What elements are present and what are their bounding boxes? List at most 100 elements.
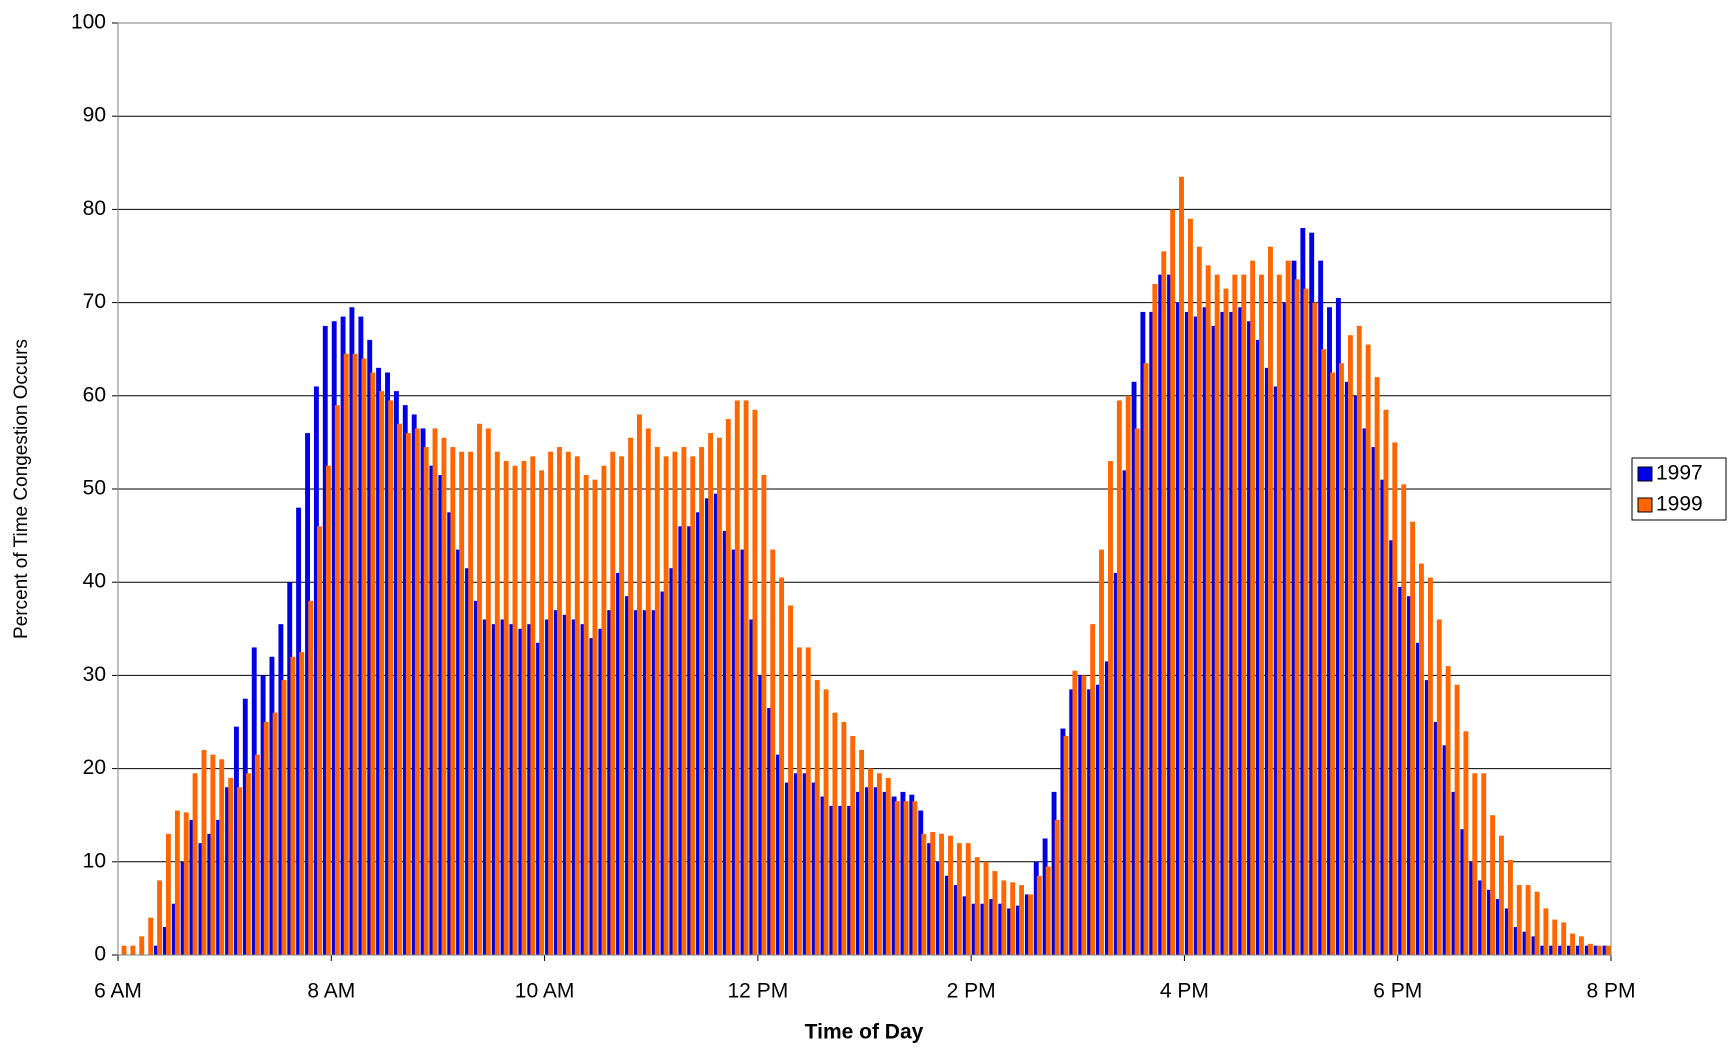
bar: [1078, 675, 1084, 955]
bar: [402, 405, 408, 955]
bar: [260, 675, 266, 955]
bar: [1490, 815, 1496, 955]
bar: [473, 600, 479, 955]
bar: [1587, 943, 1593, 955]
bar: [1113, 572, 1119, 955]
bar: [601, 465, 607, 955]
bar: [251, 647, 257, 955]
bar: [1268, 246, 1273, 955]
bar: [171, 903, 177, 955]
bar: [299, 652, 305, 955]
bar: [1125, 395, 1131, 955]
bar: [761, 475, 767, 955]
bar: [358, 316, 364, 956]
bar: [361, 358, 367, 955]
bar: [788, 605, 793, 955]
y-tick-label: 100: [71, 11, 106, 34]
bar: [734, 400, 740, 956]
bar: [1291, 260, 1297, 955]
bar: [574, 456, 580, 955]
bar: [802, 773, 808, 955]
bar: [912, 801, 918, 955]
bar: [1602, 945, 1608, 955]
bar: [545, 619, 550, 955]
bar: [752, 409, 758, 955]
bar: [1398, 586, 1404, 955]
bar: [740, 549, 746, 955]
bar: [829, 805, 835, 955]
bar: [628, 437, 634, 955]
bar: [838, 805, 844, 955]
bar: [414, 428, 420, 955]
bar: [130, 945, 136, 955]
bar: [242, 698, 248, 955]
bar: [654, 447, 660, 955]
bar: [678, 526, 684, 955]
bar: [672, 451, 678, 955]
bar: [820, 796, 826, 955]
bar: [850, 735, 856, 955]
bar: [1549, 945, 1555, 955]
bar: [468, 451, 474, 955]
bar: [936, 861, 941, 955]
bar: [1273, 386, 1279, 956]
bar: [1223, 288, 1229, 955]
bar: [278, 624, 284, 955]
bar: [1321, 349, 1327, 955]
x-tick-label: 8 AM: [307, 980, 355, 1003]
bar: [1028, 894, 1033, 955]
bar: [1060, 728, 1066, 955]
bar: [1045, 866, 1051, 955]
bar: [1238, 307, 1244, 955]
bar: [385, 372, 390, 955]
bar: [980, 903, 986, 955]
bar: [263, 722, 269, 955]
bar: [1410, 521, 1416, 955]
bar: [619, 456, 625, 955]
bar: [1247, 321, 1252, 955]
bar: [565, 451, 571, 955]
bar: [607, 610, 613, 955]
bar: [1356, 325, 1362, 955]
bar: [1374, 377, 1380, 955]
bar: [1158, 274, 1164, 955]
bar: [1104, 661, 1110, 955]
x-tick-label: 6 PM: [1373, 980, 1422, 1003]
bar: [388, 400, 394, 956]
bar: [450, 447, 456, 955]
bar: [1099, 549, 1104, 955]
bar: [642, 610, 648, 955]
bar: [1584, 945, 1590, 955]
x-tick-label: 2 PM: [947, 980, 996, 1003]
bar: [397, 423, 402, 955]
bar: [939, 833, 945, 955]
bar: [1276, 274, 1282, 955]
bar: [334, 405, 340, 955]
bar: [527, 624, 533, 955]
bar: [1513, 927, 1519, 955]
bar: [269, 656, 275, 955]
bar: [429, 465, 435, 955]
bar: [1033, 861, 1039, 955]
bar: [1232, 274, 1238, 955]
y-tick-label: 20: [83, 756, 106, 779]
bar: [1250, 260, 1256, 955]
y-tick-label: 0: [94, 943, 106, 966]
bar: [210, 754, 216, 955]
bar: [1451, 791, 1457, 955]
y-tick-label: 70: [83, 290, 106, 313]
bar: [1371, 447, 1377, 955]
bar: [1170, 209, 1176, 955]
y-tick-label: 30: [83, 663, 106, 686]
bar: [1415, 642, 1421, 955]
bar: [290, 656, 296, 955]
bar: [1507, 859, 1513, 955]
bar: [1140, 311, 1146, 955]
bar: [1063, 735, 1069, 955]
bar: [1193, 316, 1199, 956]
bar: [918, 810, 924, 955]
bar: [272, 712, 278, 955]
bar: [1303, 288, 1309, 955]
x-tick-label: 10 AM: [515, 980, 575, 1003]
bar: [1596, 945, 1602, 955]
